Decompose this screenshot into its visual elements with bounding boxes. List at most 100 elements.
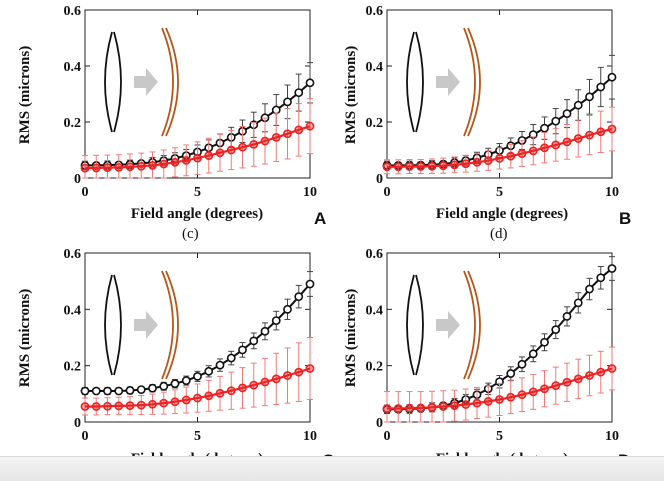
x-tick-label: 5	[496, 185, 503, 200]
data-point-black	[540, 123, 549, 133]
y-axis-label: RMS (microns)	[17, 46, 33, 144]
data-point-red	[103, 163, 112, 173]
data-point-black	[249, 336, 259, 346]
data-point-red	[461, 159, 471, 169]
lens-back-curve	[113, 274, 122, 376]
x-tick-label: 10	[605, 185, 619, 200]
data-point-red	[596, 127, 606, 137]
x-tick-label: 0	[82, 429, 89, 444]
data-point-red	[596, 367, 606, 377]
data-point-black	[193, 371, 202, 381]
data-point-black	[528, 349, 538, 359]
x-tick-label: 5	[194, 185, 201, 200]
data-point-red	[125, 162, 135, 172]
data-point-red	[540, 143, 549, 153]
data-point-black	[305, 279, 315, 289]
y-tick-label: 0.4	[366, 60, 384, 75]
data-point-black	[573, 298, 583, 308]
data-point-red	[427, 161, 437, 171]
data-point-black	[260, 326, 270, 336]
x-tick-label: 10	[605, 429, 619, 444]
lens-front-curve	[104, 274, 113, 376]
data-point-red	[271, 132, 281, 142]
data-point-red	[517, 390, 527, 400]
data-point-red	[562, 377, 572, 387]
data-point-red	[393, 404, 403, 413]
data-point-black	[517, 359, 527, 369]
data-point-red	[215, 148, 225, 158]
panel-letter: B	[619, 209, 632, 228]
lens-front-curve	[463, 27, 476, 137]
data-point-black	[562, 109, 572, 118]
data-point-red	[114, 162, 124, 172]
data-point-red	[382, 404, 392, 413]
data-point-red	[283, 371, 292, 380]
y-tick-label: 0.2	[64, 116, 82, 131]
data-point-black	[573, 100, 583, 110]
data-point-red	[483, 397, 493, 406]
data-point-red	[91, 402, 101, 411]
y-tick-label: 0.4	[366, 303, 384, 318]
chart-b-svg: 0 0.2 0.4 0.6 0 5 10 Field angle (degrees) RMS (…	[343, 4, 619, 222]
x-tick-label: 5	[194, 429, 201, 444]
y-tick-label: 0.6	[64, 247, 82, 262]
y-axis-label: RMS (microns)	[343, 289, 359, 387]
panel-letter: A	[314, 209, 327, 228]
arrow-icon	[134, 68, 158, 96]
x-tick-label: 0	[82, 185, 89, 200]
lens-inset	[406, 27, 481, 137]
lens-front-curve	[161, 270, 174, 380]
chart-panel-a: 0 0.2 0.4 0.6 0 5 10 Field angle (degrees) RMS (…	[0, 0, 332, 242]
data-point-black	[596, 273, 606, 283]
data-point-black	[125, 386, 135, 395]
data-point-red	[80, 163, 90, 173]
data-point-black	[294, 292, 304, 302]
data-point-black	[596, 82, 606, 92]
data-point-red	[114, 401, 124, 411]
data-point-red	[551, 140, 561, 150]
data-point-red	[416, 162, 426, 171]
y-axis-label: RMS (microns)	[17, 289, 33, 387]
data-point-red	[607, 124, 617, 134]
data-point-black	[159, 381, 169, 391]
data-point-red	[181, 155, 191, 165]
y-tick-label: 0.6	[366, 247, 384, 262]
data-point-black	[562, 311, 572, 321]
data-point-red	[607, 364, 617, 373]
data-point-black	[607, 264, 617, 273]
arrow-icon	[436, 311, 460, 339]
data-point-red	[226, 386, 236, 396]
data-point-red	[226, 145, 236, 155]
data-point-red	[193, 153, 202, 163]
data-point-red	[506, 151, 516, 161]
data-point-red	[238, 142, 247, 152]
data-point-red	[170, 157, 180, 167]
data-point-red	[125, 401, 135, 411]
data-point-red	[283, 129, 292, 139]
data-point-red	[238, 383, 247, 393]
data-point-red	[416, 403, 426, 413]
lens-back-curve	[415, 31, 424, 133]
data-point-red	[438, 161, 448, 171]
data-point-black	[607, 72, 617, 82]
data-point-red	[585, 130, 594, 140]
lens-front-curve	[406, 274, 415, 376]
data-point-red	[148, 160, 157, 170]
lens-inset	[104, 27, 179, 137]
data-point-red	[472, 398, 482, 408]
data-point-red	[405, 162, 414, 171]
lens-back-curve	[165, 27, 179, 137]
window-bottom-bar	[0, 456, 664, 481]
arrow-icon	[134, 311, 158, 339]
data-point-red	[483, 156, 493, 166]
data-point-black	[238, 345, 247, 355]
data-point-red	[260, 377, 270, 387]
data-point-black	[585, 92, 594, 102]
y-tick-label: 0.2	[366, 360, 384, 375]
data-point-red	[517, 149, 527, 159]
data-point-red	[540, 384, 549, 394]
data-point-red	[573, 374, 583, 384]
chart-a-svg: 0 0.2 0.4 0.6 0 5 10 Field angle (degrees) RMS (…	[17, 4, 317, 222]
